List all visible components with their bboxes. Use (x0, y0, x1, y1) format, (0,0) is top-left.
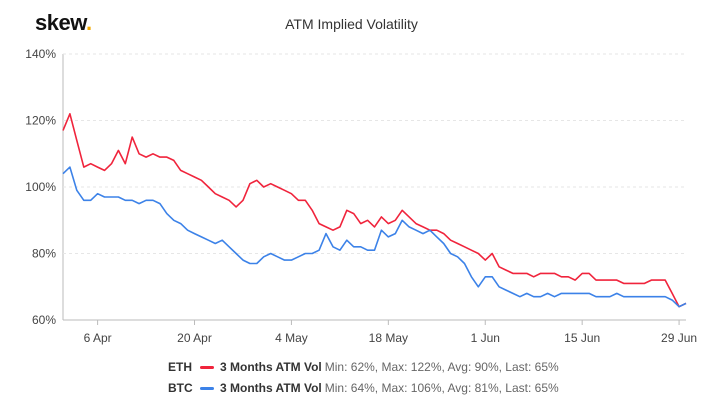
series-lines (62, 113, 687, 308)
logo-text: skew (35, 10, 87, 35)
chart-title: ATM Implied Volatility (285, 16, 418, 32)
legend-eth[interactable]: ETH 3 Months ATM Vol Min: 62%, Max: 122%… (168, 360, 559, 374)
y-tick-label: 120% (25, 114, 56, 128)
legend-stats: Min: 64%, Max: 106%, Avg: 81%, Last: 65% (324, 381, 559, 395)
legend-swatch-eth (200, 365, 214, 369)
x-tick-label: 4 May (275, 331, 308, 345)
legend-series-name: 3 Months ATM Vol (220, 360, 322, 374)
y-tick-label: 60% (32, 313, 56, 327)
logo-dot: . (86, 10, 92, 35)
legend-series-name: 3 Months ATM Vol (220, 381, 322, 395)
series-line-btc (62, 166, 687, 308)
x-tick-label: 20 Apr (177, 331, 212, 345)
series-line-eth (62, 113, 687, 308)
legend-symbol: BTC (168, 381, 193, 395)
skew-logo: skew. (35, 10, 92, 36)
y-tick-label: 80% (32, 247, 56, 261)
x-tick-label: 15 Jun (564, 331, 600, 345)
y-tick-label: 140% (25, 47, 56, 61)
legend-stats: Min: 62%, Max: 122%, Avg: 90%, Last: 65% (324, 360, 559, 374)
x-tick-label: 18 May (369, 331, 408, 345)
legend-swatch-btc (200, 386, 214, 390)
x-axis: 6 Apr 20 Apr 4 May 18 May 1 Jun 15 Jun 29 Jun (84, 320, 697, 345)
grid (62, 53, 686, 321)
y-axis: 60% 80% 100% 120% 140% (25, 47, 56, 327)
legend-btc[interactable]: BTC 3 Months ATM Vol Min: 64%, Max: 106%… (168, 381, 559, 395)
x-tick-label: 29 Jun (661, 331, 697, 345)
x-tick-label: 6 Apr (84, 331, 112, 345)
x-tick-label: 1 Jun (471, 331, 500, 345)
legend-symbol: ETH (168, 360, 192, 374)
y-tick-label: 100% (25, 180, 56, 194)
